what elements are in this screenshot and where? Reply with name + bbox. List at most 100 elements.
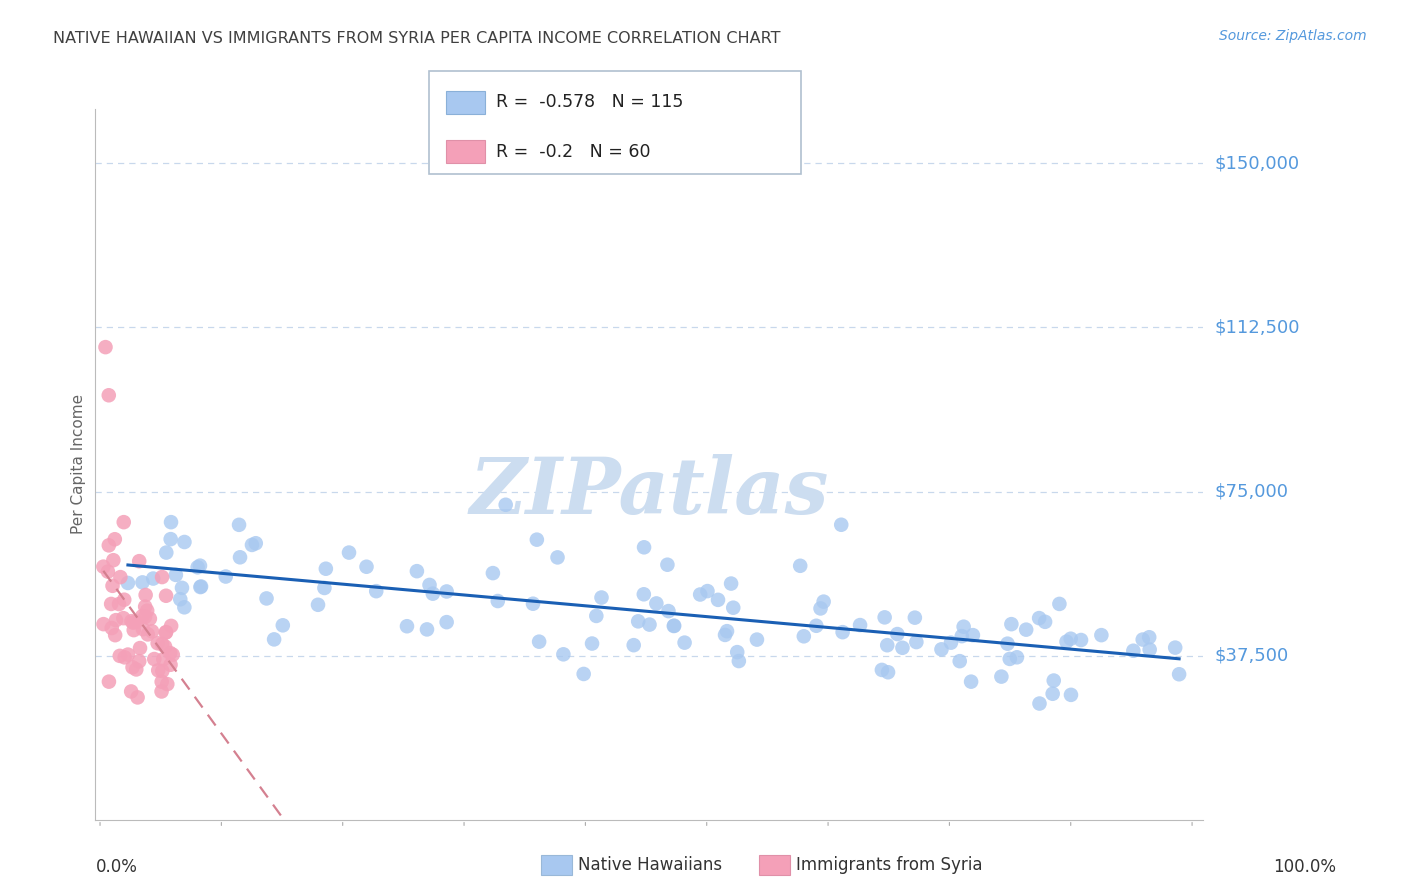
Text: $75,000: $75,000 <box>1215 483 1288 500</box>
Point <box>522 597 544 611</box>
Point <box>112 611 135 625</box>
Point <box>831 625 853 640</box>
Point <box>1137 630 1160 644</box>
Point <box>263 632 285 647</box>
Point <box>228 517 250 532</box>
Point <box>696 584 718 599</box>
Point <box>723 600 745 615</box>
Point <box>997 637 1019 651</box>
Point <box>633 587 655 601</box>
Point <box>418 578 440 592</box>
Point <box>148 663 170 677</box>
Point <box>160 619 183 633</box>
Point <box>112 592 135 607</box>
Point <box>103 553 125 567</box>
Point <box>1015 623 1038 637</box>
Point <box>1164 640 1187 655</box>
Point <box>169 592 191 607</box>
Point <box>673 635 696 649</box>
Point <box>337 545 360 559</box>
Point <box>150 570 173 584</box>
Point <box>1005 650 1028 665</box>
Point <box>1090 628 1112 642</box>
Point <box>136 604 159 618</box>
Point <box>117 576 139 591</box>
Text: R =  -0.578   N = 115: R = -0.578 N = 115 <box>496 93 683 111</box>
Point <box>416 623 439 637</box>
Point <box>152 652 174 666</box>
Point <box>436 584 458 599</box>
Point <box>727 654 749 668</box>
Point <box>1042 673 1064 688</box>
Point <box>117 648 139 662</box>
Point <box>159 532 181 546</box>
Point <box>990 670 1012 684</box>
Point <box>101 579 124 593</box>
Point <box>849 618 872 632</box>
Point <box>950 629 973 643</box>
Point <box>93 559 115 574</box>
Point <box>553 648 575 662</box>
Text: Immigrants from Syria: Immigrants from Syria <box>796 856 983 874</box>
Point <box>128 554 150 568</box>
Point <box>121 614 143 628</box>
Point <box>689 587 711 601</box>
Point <box>1000 617 1022 632</box>
Point <box>830 517 852 532</box>
Point <box>547 550 569 565</box>
Point <box>142 572 165 586</box>
Point <box>122 623 145 637</box>
Text: $150,000: $150,000 <box>1215 154 1299 172</box>
Point <box>162 648 184 662</box>
Point <box>406 564 429 578</box>
Point <box>657 558 679 572</box>
Point <box>806 619 828 633</box>
Point <box>97 674 120 689</box>
Point <box>108 648 131 663</box>
Point <box>662 618 685 632</box>
Point <box>1060 632 1083 646</box>
Point <box>122 615 145 630</box>
Point <box>100 621 122 635</box>
Point <box>155 589 177 603</box>
Point <box>131 609 153 624</box>
Point <box>904 610 927 624</box>
Point <box>356 559 378 574</box>
Point <box>813 594 835 608</box>
Point <box>1056 634 1078 648</box>
Point <box>645 596 668 610</box>
Point <box>173 535 195 549</box>
Point <box>97 388 120 402</box>
Point <box>170 581 193 595</box>
Point <box>173 600 195 615</box>
Point <box>240 538 263 552</box>
Point <box>104 613 127 627</box>
Point <box>315 562 337 576</box>
Point <box>527 634 550 648</box>
Point <box>366 584 388 599</box>
Point <box>1139 642 1161 657</box>
Point <box>870 663 893 677</box>
Point <box>623 638 645 652</box>
Point <box>139 612 162 626</box>
Point <box>891 640 914 655</box>
Text: Source: ZipAtlas.com: Source: ZipAtlas.com <box>1219 29 1367 43</box>
Point <box>1028 697 1050 711</box>
Point <box>314 581 336 595</box>
Point <box>131 575 153 590</box>
Point <box>114 650 136 665</box>
Point <box>271 618 294 632</box>
Point <box>638 617 661 632</box>
Text: Native Hawaiians: Native Hawaiians <box>578 856 723 874</box>
Point <box>591 591 613 605</box>
Point <box>97 565 120 579</box>
Point <box>125 615 148 629</box>
Point <box>160 515 183 529</box>
Point <box>657 604 679 618</box>
Point <box>136 627 159 641</box>
Point <box>931 642 953 657</box>
Point <box>155 545 177 559</box>
Point <box>188 558 211 573</box>
Point <box>1033 615 1056 629</box>
Text: 0.0%: 0.0% <box>96 858 138 876</box>
